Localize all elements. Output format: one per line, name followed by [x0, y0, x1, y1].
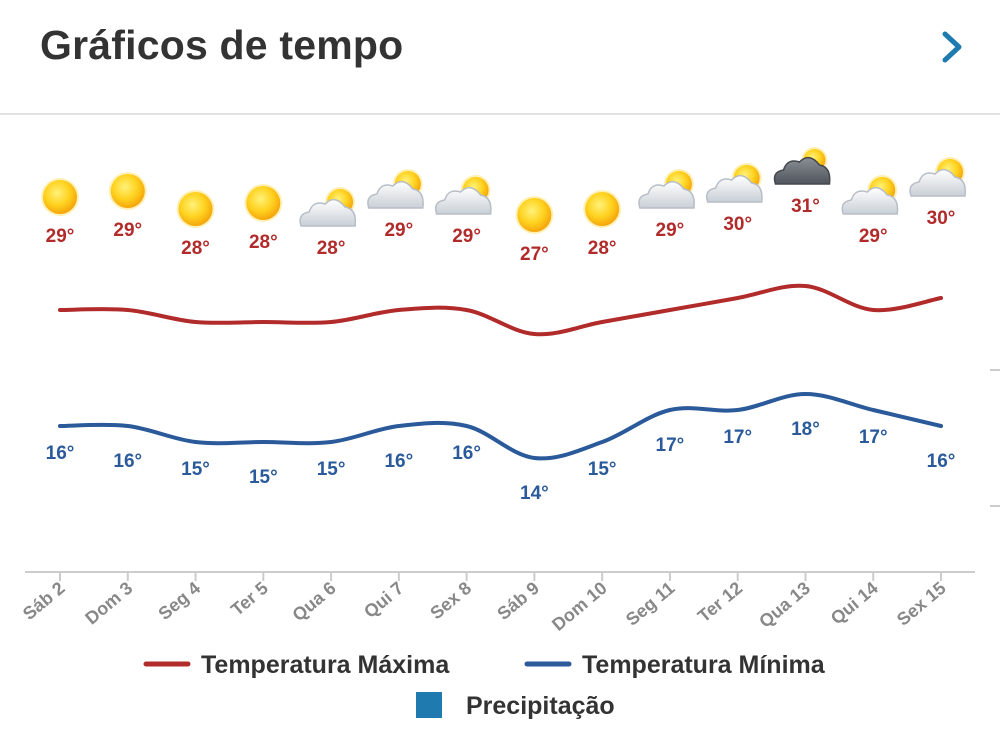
- x-tick-label: Ter 5: [227, 578, 272, 620]
- series-line-min: [58, 391, 943, 461]
- weather-icons: [41, 147, 967, 234]
- x-tick-label: Sex 8: [426, 578, 475, 624]
- data-label-max: 31°: [791, 196, 820, 217]
- x-tick-label: Dom 3: [81, 578, 136, 629]
- dark-cloud-icon: [773, 147, 831, 185]
- x-tick-labels: Sáb 2 Dom 3 Seg 4 Ter 5 Qua 6 Qui 7 Sex 8 Sáb 9…: [19, 578, 950, 635]
- partly-cloudy-icon: [434, 175, 492, 215]
- sun-icon: [244, 184, 283, 222]
- data-label-max: 29°: [113, 220, 142, 241]
- legend-item-max[interactable]: Temperatura Máxima: [143, 651, 450, 679]
- data-label-min: 17°: [859, 427, 888, 448]
- legend-label-max: Temperatura Máxima: [201, 651, 450, 679]
- data-label-max: 29°: [452, 226, 481, 247]
- data-label-min: 15°: [249, 467, 278, 488]
- data-label-min: 16°: [452, 443, 481, 464]
- partly-cloudy-icon: [705, 163, 763, 203]
- data-label-min: 16°: [113, 451, 142, 472]
- partly-cloudy-icon: [638, 169, 695, 209]
- partly-cloudy-icon: [841, 175, 899, 215]
- data-label-max: 28°: [588, 238, 617, 259]
- data-label-max: 30°: [927, 208, 956, 229]
- legend-label-precip: Precipitação: [466, 692, 615, 720]
- x-tick-label: Seg 4: [154, 578, 204, 624]
- legend-swatch-precip: [416, 692, 442, 718]
- x-tick-label: Qua 6: [288, 578, 339, 625]
- legend-item-precip[interactable]: Precipitação: [416, 692, 615, 720]
- header: Gráficos de tempo: [0, 0, 1000, 112]
- sun-icon: [583, 190, 622, 228]
- data-label-min: 15°: [317, 459, 346, 480]
- data-label-min: 17°: [656, 435, 685, 456]
- x-tick-label: Qui 7: [360, 578, 407, 622]
- header-divider: [0, 113, 1000, 115]
- x-tick-label: Sex 15: [893, 578, 950, 630]
- data-label-max: 28°: [249, 232, 278, 253]
- sun-icon: [41, 178, 79, 216]
- chevron-right-icon: [942, 31, 962, 63]
- partly-cloudy-icon: [367, 169, 424, 209]
- data-label-min: 15°: [588, 459, 617, 480]
- x-tick-label: Qua 13: [755, 578, 814, 632]
- data-label-max: 28°: [317, 238, 346, 259]
- sun-icon: [176, 190, 215, 228]
- data-label-max: 29°: [384, 220, 413, 241]
- data-label-min: 16°: [46, 443, 75, 464]
- x-tick-label: Qui 14: [827, 578, 882, 629]
- data-label-max: 30°: [723, 214, 752, 235]
- legend: Temperatura Máxima Temperatura Mínima Pr…: [143, 651, 826, 720]
- data-label-min: 18°: [791, 419, 820, 440]
- data-label-max: 29°: [46, 226, 75, 247]
- partly-cloudy-icon: [909, 157, 967, 197]
- legend-label-min: Temperatura Mínima: [582, 651, 826, 679]
- weather-chart: 29° 29° 28° 28° 28° 29° 29° 27° 28° 29° 30° 31° 29° 3…: [19, 147, 1000, 720]
- x-tick-label: Sáb 2: [19, 578, 69, 624]
- data-label-min: 16°: [927, 451, 956, 472]
- data-label-max: 29°: [859, 226, 888, 247]
- x-tick-label: Ter 12: [694, 578, 746, 627]
- data-label-min: 15°: [181, 459, 210, 480]
- x-ticks: [59, 572, 942, 581]
- next-button[interactable]: [928, 26, 978, 70]
- x-tick-label: Sáb 9: [493, 578, 543, 624]
- data-label-max: 28°: [181, 238, 210, 259]
- partly-cloudy-icon: [299, 187, 357, 227]
- page-title: Gráficos de tempo: [40, 22, 404, 68]
- x-tick-label: Dom 10: [548, 578, 611, 635]
- data-label-min: 14°: [520, 483, 549, 504]
- data-label-max: 29°: [656, 220, 685, 241]
- sun-icon: [108, 172, 147, 210]
- data-label-max: 27°: [520, 244, 549, 265]
- x-tick-label: Seg 11: [622, 578, 679, 630]
- data-label-min: 16°: [384, 451, 413, 472]
- data-label-min: 17°: [723, 427, 752, 448]
- min-data-labels: 16° 16° 15° 15° 15° 16° 16° 14° 15° 17° 17° 18° 17° 1…: [46, 419, 956, 504]
- series-line-max: [58, 283, 943, 337]
- legend-item-min[interactable]: Temperatura Mínima: [524, 651, 826, 679]
- max-data-labels: 29° 29° 28° 28° 28° 29° 29° 27° 28° 29° 30° 31° 29° 3…: [46, 196, 956, 265]
- sun-icon: [515, 196, 554, 234]
